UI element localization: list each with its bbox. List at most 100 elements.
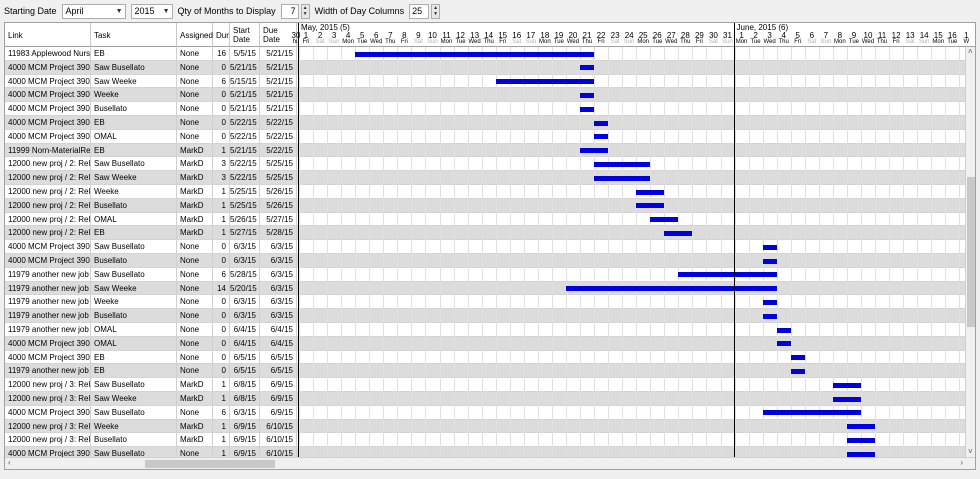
table-row[interactable]: 4000 MCM Project 3900 / ...EBNone06/5/15… [5,350,297,365]
gridline [523,47,525,457]
task-bar[interactable] [580,92,595,98]
table-row[interactable]: 4000 MCM Project 3900 / ...Saw Busellato… [5,60,297,75]
table-row[interactable]: 12000 new proj / 3: Releas...Saw WeekeMa… [5,392,297,406]
task-bar[interactable] [678,272,777,278]
col-header-dur[interactable]: Dur [213,23,230,47]
table-row[interactable]: 4000 MCM Project 3900 / ...EBNone05/22/1… [5,116,297,130]
task-bar[interactable] [776,341,791,347]
table-row[interactable]: 11979 another new job / 1:...OMALNone06/… [5,323,297,337]
table-row[interactable]: 11979 another new job / 1:...Saw Busella… [5,267,297,282]
spin-up-icon[interactable]: ▲ [433,4,439,11]
table-row[interactable]: 11979 another new job / 1:...BusellatoNo… [5,309,297,323]
col-header-task[interactable]: Task [91,23,177,47]
col-header-due[interactable]: Due Date [260,23,297,47]
table-row[interactable]: 12000 new proj / 2: Releas...EBMarkD15/2… [5,226,297,241]
width-input[interactable]: 25 [409,3,430,19]
table-row[interactable]: 11983 Applewood Nursing ...EBNone165/5/1… [5,47,297,61]
task-bar[interactable] [580,148,609,154]
vertical-scroll-thumb[interactable] [967,177,975,327]
table-row[interactable]: 4000 MCM Project 3900 / ...BusellatoNone… [5,254,297,268]
task-bar[interactable] [580,65,595,71]
table-row[interactable]: 4000 MCM Project 3900 / ...BusellatoNone… [5,102,297,116]
table-row[interactable]: 4000 MCM Project 3900 / ...WeekeNone05/2… [5,88,297,103]
gridline [411,47,413,457]
task-bar[interactable] [762,299,777,305]
task-bar[interactable] [594,161,651,167]
task-bar[interactable] [790,355,805,361]
table-row[interactable]: 11979 another new job / 1:...Saw WeekeNo… [5,281,297,296]
qty-months-input[interactable]: 7 [280,3,299,19]
task-bar[interactable] [636,189,665,195]
table-row[interactable]: 12000 new proj / 3: Releas...BusellatoMa… [5,433,297,448]
col-header-start[interactable]: Start Date [230,23,260,47]
cell-link: 4000 MCM Project 3900 / ... [5,116,91,129]
cell-link: 4000 MCM Project 3900 / ... [5,129,91,143]
table-row[interactable]: 11999 Norn-MaterialReleas...EBMarkD15/21… [5,143,297,158]
cell-dur: 14 [213,281,230,295]
scroll-right-icon[interactable]: › [960,458,963,467]
table-row[interactable]: 11979 another new job / 1:...EBNone06/5/… [5,364,297,379]
task-bar[interactable] [594,120,609,126]
task-bar[interactable] [762,244,777,250]
task-bar[interactable] [636,203,665,209]
horizontal-scroll-thumb[interactable] [145,460,275,468]
table-row[interactable]: 12000 new proj / 2: Releas...OMALMarkD15… [5,212,297,227]
task-bar[interactable] [832,382,861,388]
table-row[interactable]: 12000 new proj / 3: Releas...Saw Busella… [5,378,297,392]
gridline [650,47,652,457]
task-bar[interactable] [594,175,651,181]
table-row[interactable]: 4000 MCM Project 3900 / ...Saw Busellato… [5,405,297,420]
col-header-assigned[interactable]: Assigned [177,23,213,47]
task-bar[interactable] [762,258,777,264]
cell-task: Weeke [91,419,177,433]
gridline [608,47,610,457]
task-bar[interactable] [846,437,876,443]
task-bar[interactable] [650,217,679,223]
day-number: 30 [291,31,301,40]
task-bar[interactable] [832,396,861,402]
cell-task: OMAL [91,212,177,226]
scroll-left-icon[interactable]: ‹ [8,458,11,467]
table-row[interactable]: 11979 another new job / 1:...WeekeNone06… [5,295,297,310]
vertical-scrollbar[interactable]: ˄ ˅ [965,47,975,457]
col-header-link[interactable]: Link [5,23,91,47]
task-bar[interactable] [762,313,777,319]
width-spinner[interactable]: ▲ ▼ [431,3,441,19]
table-row[interactable]: 12000 new proj / 2: Releas...Saw Busella… [5,157,297,172]
table-row[interactable]: 4000 MCM Project 3900 / ...OMALNone05/22… [5,129,297,144]
year-select[interactable]: 2015 ▼ [130,3,173,19]
task-bar[interactable] [565,286,777,292]
task-bar[interactable] [664,230,693,236]
task-bar[interactable] [580,106,595,112]
day-name: Fri [794,39,802,45]
day-number: 1 [303,31,309,40]
horizontal-scrollbar[interactable]: ‹ › [5,457,975,469]
task-bar[interactable] [790,368,805,374]
table-row[interactable]: 12000 new proj / 2: Releas...BusellatoMa… [5,198,297,213]
table-row[interactable]: 12000 new proj / 2: Releas...Saw WeekeMa… [5,171,297,185]
spin-down-icon[interactable]: ▼ [302,11,308,17]
task-bar[interactable] [776,327,791,333]
task-bar[interactable] [355,51,595,57]
table-row[interactable]: 4000 MCM Project 3900 / ...OMALNone06/4/… [5,336,297,351]
task-bar[interactable] [762,410,861,416]
cell-dur: 1 [213,419,230,433]
scroll-down-icon[interactable]: ˅ [968,447,973,456]
table-row[interactable]: 12000 new proj / 2: Releas...WeekeMarkD1… [5,185,297,199]
task-bar[interactable] [495,79,595,85]
table-row[interactable]: 4000 MCM Project 3900 / ...Saw WeekeNone… [5,74,297,89]
scroll-up-icon[interactable]: ˄ [968,47,973,56]
cell-due: 6/3/15 [260,254,297,267]
task-bar[interactable] [846,424,876,430]
month-select[interactable]: April ▼ [61,3,126,19]
qty-months-spinner[interactable]: ▲ ▼ [300,3,310,19]
gantt-row [297,157,975,172]
task-bar[interactable] [846,451,876,457]
spin-up-icon[interactable]: ▲ [302,4,308,11]
day-number: 11 [877,31,887,40]
task-bar[interactable] [594,134,609,140]
table-row[interactable]: 12000 new proj / 3: Releas...WeekeMarkD1… [5,419,297,434]
table-row[interactable]: 4000 MCM Project 3900 / ...Saw Busellato… [5,240,297,254]
spin-down-icon[interactable]: ▼ [433,11,439,17]
cell-start: 6/8/15 [230,392,260,405]
